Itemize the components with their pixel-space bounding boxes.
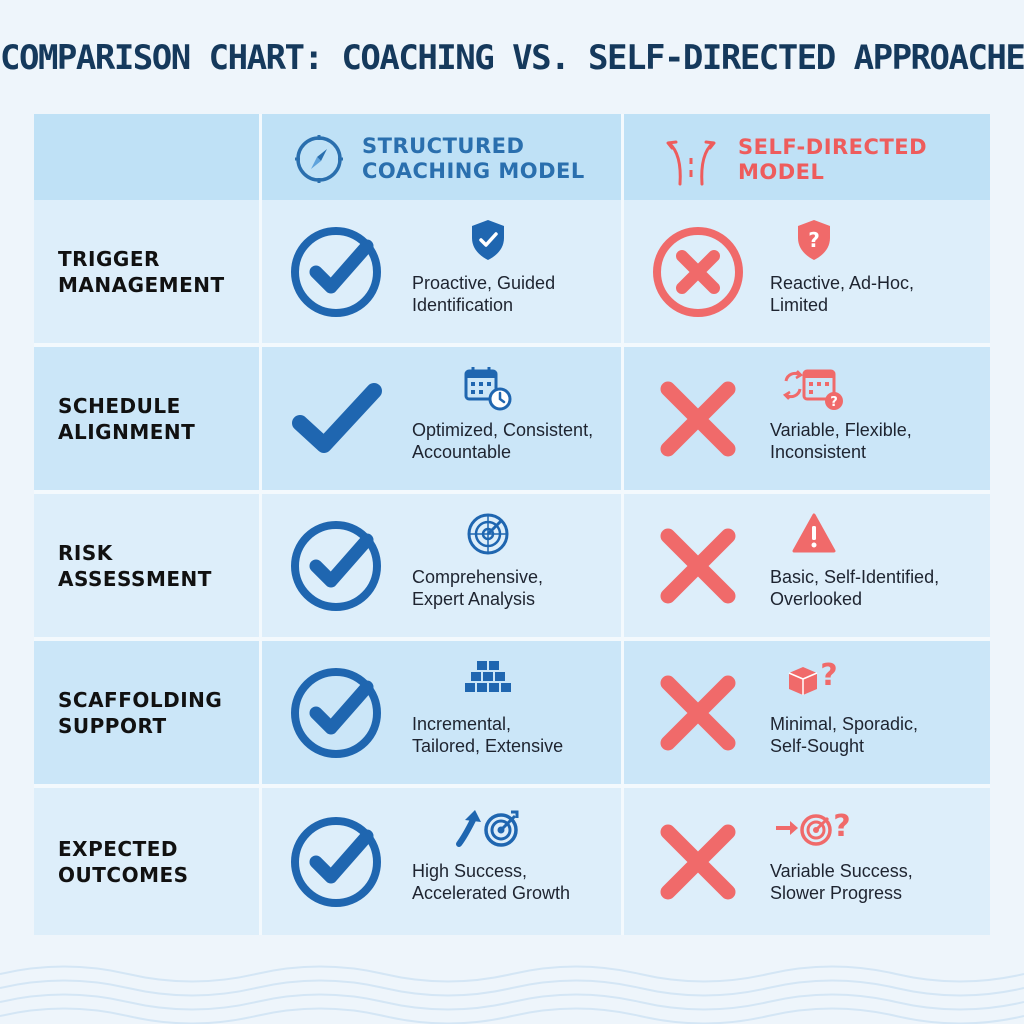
box-question-icon: ? xyxy=(788,659,838,695)
circled-check-icon xyxy=(291,667,381,758)
coaching-desc-line1: Optimized, Consistent, xyxy=(412,420,594,440)
self-desc-line1: Variable, Flexible, xyxy=(770,420,912,440)
row-label: TRIGGER MANAGEMENT xyxy=(58,246,225,298)
x-icon xyxy=(660,528,736,603)
header-selfdirected-line1: SELF-DIRECTED xyxy=(738,135,928,159)
row-label-line2: ASSESSMENT xyxy=(58,566,212,591)
self-desc: Basic, Self-Identified, Overlooked xyxy=(770,566,939,610)
header-structured-cell: STRUCTURED COACHING MODEL xyxy=(262,114,624,200)
growth-target-icon xyxy=(456,810,519,847)
row-label-cell: RISK ASSESSMENT xyxy=(34,494,262,641)
self-desc-line2: Limited xyxy=(770,295,829,315)
self-desc-line1: Minimal, Sporadic, xyxy=(770,714,919,734)
coaching-desc-line1: Incremental, xyxy=(412,714,512,734)
compass-icon xyxy=(295,135,343,183)
coaching-cell: Optimized, Consistent, Accountable xyxy=(262,347,624,494)
row-label-line1: SCHEDULE xyxy=(58,393,181,418)
decorative-waves xyxy=(0,965,1024,1024)
page-title: COMPARISON CHART: COACHING VS. SELF-DIRE… xyxy=(0,38,1024,78)
coaching-desc-line1: Comprehensive, xyxy=(412,567,544,587)
row-label: SCHEDULE ALIGNMENT xyxy=(58,393,195,445)
coaching-desc: Optimized, Consistent, Accountable xyxy=(412,419,593,463)
coaching-desc-line2: Tailored, Extensive xyxy=(412,736,564,756)
row-label-line1: SCAFFOLDING xyxy=(58,687,223,712)
coaching-desc-line1: Proactive, Guided xyxy=(412,273,556,293)
row-label-line2: SUPPORT xyxy=(58,713,167,738)
row-label: RISK ASSESSMENT xyxy=(58,540,212,592)
row-label: SCAFFOLDING SUPPORT xyxy=(58,687,222,739)
coaching-desc: Comprehensive, Expert Analysis xyxy=(412,566,543,610)
self-desc-line2: Self-Sought xyxy=(770,736,865,756)
coaching-desc-line2: Expert Analysis xyxy=(412,589,536,609)
coaching-desc-line2: Accountable xyxy=(412,442,512,462)
circled-check-icon xyxy=(291,226,381,317)
row-label-cell: SCHEDULE ALIGNMENT xyxy=(34,347,262,494)
svg-text:?: ? xyxy=(833,809,850,844)
header-corner-cell xyxy=(34,114,262,200)
row-label-line2: ALIGNMENT xyxy=(58,419,196,444)
self-desc: Variable Success, Slower Progress xyxy=(770,860,913,904)
header-selfdirected-cell: SELF-DIRECTED MODEL xyxy=(624,114,990,200)
warning-icon xyxy=(792,513,836,553)
radar-icon xyxy=(467,513,509,555)
coaching-cell: High Success, Accelerated Growth xyxy=(262,788,624,935)
svg-text:?: ? xyxy=(808,228,820,252)
shield-question-icon: ? xyxy=(798,220,830,260)
row-label-line2: OUTCOMES xyxy=(58,862,189,887)
coaching-desc-line2: Identification xyxy=(412,295,514,315)
row-label-line2: MANAGEMENT xyxy=(58,272,225,297)
coaching-desc: Incremental, Tailored, Extensive xyxy=(412,713,563,757)
coaching-cell: Incremental, Tailored, Extensive xyxy=(262,641,624,788)
row-label-cell: TRIGGER MANAGEMENT xyxy=(34,200,262,347)
row-label-line1: TRIGGER xyxy=(58,246,160,271)
x-icon xyxy=(660,675,736,750)
circled-check-icon xyxy=(291,816,381,907)
row-label-line1: RISK xyxy=(58,540,113,565)
self-directed-cell: ? Variable, Flexible, Inconsistent xyxy=(624,347,990,494)
coaching-desc: Proactive, Guided Identification xyxy=(412,272,555,316)
header-selfdirected-line2: MODEL xyxy=(738,160,825,184)
coaching-desc-line2: Accelerated Growth xyxy=(412,883,571,903)
header-structured-line1: STRUCTURED xyxy=(362,134,525,158)
self-desc-line1: Reactive, Ad-Hoc, xyxy=(770,273,915,293)
target-question-icon: ? xyxy=(776,809,851,846)
coaching-cell: Proactive, Guided Identification xyxy=(262,200,624,347)
self-desc: Reactive, Ad-Hoc, Limited xyxy=(770,272,914,316)
self-directed-cell: ? Variable Success, Slower Progress xyxy=(624,788,990,935)
diverging-road-icon xyxy=(666,140,716,186)
calendar-clock-icon xyxy=(464,367,512,411)
self-desc-line2: Overlooked xyxy=(770,589,863,609)
shield-check-icon xyxy=(472,220,504,260)
circled-check-icon xyxy=(291,520,381,611)
svg-text:?: ? xyxy=(830,395,838,410)
stacked-blocks-icon xyxy=(465,661,511,692)
coaching-desc-line1: High Success, xyxy=(412,861,528,881)
circled-x-icon xyxy=(653,226,743,317)
self-desc-line2: Slower Progress xyxy=(770,883,903,903)
check-icon xyxy=(292,382,382,453)
calendar-question-icon: ? xyxy=(782,369,843,410)
self-directed-cell: ? Minimal, Sporadic, Self-Sought xyxy=(624,641,990,788)
self-desc-line1: Basic, Self-Identified, xyxy=(770,567,940,587)
svg-text:?: ? xyxy=(820,659,837,693)
self-desc: Variable, Flexible, Inconsistent xyxy=(770,419,912,463)
self-desc-line2: Inconsistent xyxy=(770,442,867,462)
coaching-desc: High Success, Accelerated Growth xyxy=(412,860,570,904)
self-desc-line1: Variable Success, xyxy=(770,861,913,881)
coaching-cell: Comprehensive, Expert Analysis xyxy=(262,494,624,641)
self-directed-cell: ? Reactive, Ad-Hoc, Limited xyxy=(624,200,990,347)
row-label: EXPECTED OUTCOMES xyxy=(58,836,189,888)
row-label-cell: SCAFFOLDING SUPPORT xyxy=(34,641,262,788)
self-directed-cell: Basic, Self-Identified, Overlooked xyxy=(624,494,990,641)
self-desc: Minimal, Sporadic, Self-Sought xyxy=(770,713,918,757)
x-icon xyxy=(660,824,736,899)
x-icon xyxy=(660,381,736,456)
header-structured-line2: COACHING MODEL xyxy=(362,159,585,183)
comparison-table: STRUCTURED COACHING MODEL SELF-DIRECTED … xyxy=(34,114,990,935)
row-label-cell: EXPECTED OUTCOMES xyxy=(34,788,262,935)
row-label-line1: EXPECTED xyxy=(58,836,178,861)
